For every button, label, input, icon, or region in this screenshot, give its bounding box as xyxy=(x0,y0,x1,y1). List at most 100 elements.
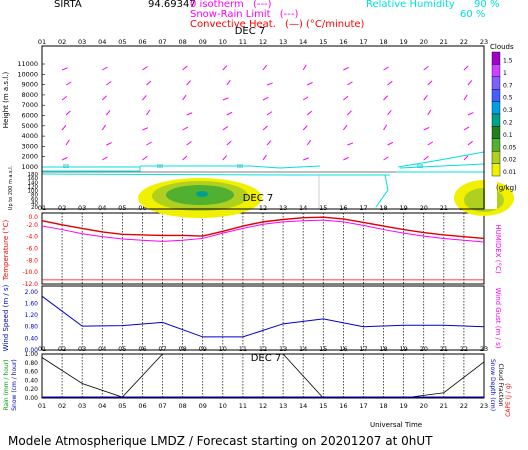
station-label: SIRTA xyxy=(54,0,82,10)
wind-arrow-4-3 xyxy=(101,124,106,131)
hour-label-temp-17: 17 xyxy=(359,204,367,212)
wind-arrow-0-11 xyxy=(262,64,268,71)
y-tick-lower-180: 180 xyxy=(28,172,39,178)
y-axis-label-wind-gust: Wind Gust (m / s) xyxy=(494,287,502,348)
hour-label-bottom-14: 14 xyxy=(299,402,307,410)
y-tick-height-3000: 3000 xyxy=(21,142,38,150)
cloud-blob-core xyxy=(196,191,208,197)
cloud-blob-mask xyxy=(485,175,497,209)
y-tick-temp--6.0: -6.0 xyxy=(26,246,38,253)
hour-label-bottom-12: 12 xyxy=(259,402,267,410)
hour-label-bottom-22: 22 xyxy=(460,402,468,410)
colorbar-swatch-3 xyxy=(491,88,501,102)
wind-arrow-6-1 xyxy=(61,157,68,161)
legend-convective-sample: (—) (°C/minute) xyxy=(285,19,365,30)
y-tick-lower-160: 160 xyxy=(28,176,39,182)
legend-rh-90: 90 % xyxy=(474,0,500,10)
y-tick-wind-1.60: 1.60 xyxy=(25,300,39,307)
hour-label-bottom-10: 10 xyxy=(219,402,227,410)
y-tick-precip-1.00: 1.00 xyxy=(25,351,39,358)
rh-contour-mid xyxy=(140,165,321,169)
wind-arrow-2-5 xyxy=(142,95,147,101)
hour-label-top-20: 20 xyxy=(420,38,428,46)
hour-label-bottom-11: 11 xyxy=(239,402,247,410)
hour-label-top-06: 06 xyxy=(138,38,146,46)
wind-arrow-2-17 xyxy=(383,95,389,101)
hour-label-temp-18: 18 xyxy=(379,204,387,212)
legend-isotherm-sample: (---) xyxy=(252,0,272,10)
hour-label-top-14: 14 xyxy=(299,38,307,46)
y-axis-label-height: Height (m a.s.l.) xyxy=(2,72,10,129)
wind-arrow-5-15 xyxy=(347,142,354,146)
legend-snow-rain: Snow-Rain Limit (---) xyxy=(190,10,298,20)
wind-arrow-1-11 xyxy=(266,82,273,86)
wind-arrow-5-13 xyxy=(306,139,312,146)
wind-arrow-5-3 xyxy=(106,142,112,146)
wind-arrow-6-7 xyxy=(182,155,188,161)
hour-label-top-02: 02 xyxy=(58,38,66,46)
wind-arrow-5-1 xyxy=(65,139,70,146)
hour-label-bottom-20: 20 xyxy=(420,402,428,410)
hour-label-bottom-05: 05 xyxy=(118,402,126,410)
y-tick-lower-120: 120 xyxy=(28,184,39,190)
y-tick-temp--10.0: -10.0 xyxy=(22,269,38,276)
wind-arrow-1-15 xyxy=(347,81,353,86)
wind-arrow-4-13 xyxy=(302,125,308,131)
wind-arrow-3-15 xyxy=(347,110,352,116)
legend-snow-rain-label: Snow-Rain Limit xyxy=(190,9,271,20)
wind-arrow-2-7 xyxy=(182,94,187,101)
hour-label-temp-04: 04 xyxy=(98,204,106,212)
y-tick-height-2000: 2000 xyxy=(21,153,38,161)
wind-arrow-0-17 xyxy=(383,66,389,71)
hour-label-temp-14: 14 xyxy=(299,204,307,212)
wind-arrow-0-1 xyxy=(61,67,68,71)
colorbar-swatch-9 xyxy=(491,163,501,177)
y-tick-height-10000: 10000 xyxy=(17,70,38,78)
wind-arrow-6-3 xyxy=(102,156,108,161)
rh-contour-low xyxy=(41,173,390,208)
y-axis-label-snow-depth: Snow Depth (cm) xyxy=(489,359,496,411)
coords-label: 94.69347 xyxy=(148,0,196,10)
colorbar-label-3: 0.5 xyxy=(503,95,513,102)
rh-contour-right xyxy=(396,151,485,173)
wind-arrow-0-19 xyxy=(423,65,429,71)
colorbar-swatch-2 xyxy=(491,76,501,90)
hour-label-top-15: 15 xyxy=(319,38,327,46)
wind-arrow-1-5 xyxy=(146,80,152,86)
wind-arrow-1-19 xyxy=(427,80,433,86)
wind-arrow-4-9 xyxy=(222,126,229,131)
wind-arrow-2-1 xyxy=(61,95,68,101)
y-tick-precip-0.80: 0.80 xyxy=(25,360,39,367)
y-tick-wind-2.00: 2.00 xyxy=(25,289,39,296)
wind-arrow-3-21 xyxy=(467,112,474,116)
wind-arrow-1-13 xyxy=(306,81,313,86)
legend-isotherm-label: 0 isotherm xyxy=(190,0,244,10)
wind-arrow-2-13 xyxy=(302,96,309,101)
panel-frame-clouds-overlay xyxy=(41,45,485,210)
hour-label-top-23: 23 xyxy=(480,38,488,46)
temp-series-1 xyxy=(41,219,485,243)
hour-label-bottom-18: 18 xyxy=(379,402,387,410)
colorbar-label-0: 1.5 xyxy=(503,58,513,65)
hour-label-temp-20: 20 xyxy=(420,204,428,212)
y-axis-label-lower: Up to 200 m a.s.l. xyxy=(8,165,14,210)
y-tick-lower-140: 140 xyxy=(28,180,39,186)
wind-arrow-2-19 xyxy=(423,95,428,101)
y-tick-lower-60: 60 xyxy=(31,197,38,203)
y-axis-label-temperature: Temperature (°C) xyxy=(2,220,10,282)
hour-label-top-17: 17 xyxy=(359,38,367,46)
wind-arrow-4-5 xyxy=(142,127,149,131)
colorbar-title: Clouds xyxy=(490,43,514,51)
y-tick-height-1000: 1000 xyxy=(21,163,38,171)
y-axis-label-cape: CAPE (J / g) xyxy=(505,383,512,417)
hour-label-bottom-07: 07 xyxy=(158,402,166,410)
y-tick-height-8000: 8000 xyxy=(21,91,38,99)
y-tick-temp-0.0: 0.0 xyxy=(28,214,38,221)
hour-label-bottom-17: 17 xyxy=(359,402,367,410)
y-axis-label-humidex: HUMIDEX (°C) xyxy=(494,224,502,273)
y-axis-label-wind-speed: Wind Speed (m / s) xyxy=(2,284,10,351)
wind-arrow-5-11 xyxy=(266,140,272,146)
wind-arrow-2-3 xyxy=(101,95,108,101)
